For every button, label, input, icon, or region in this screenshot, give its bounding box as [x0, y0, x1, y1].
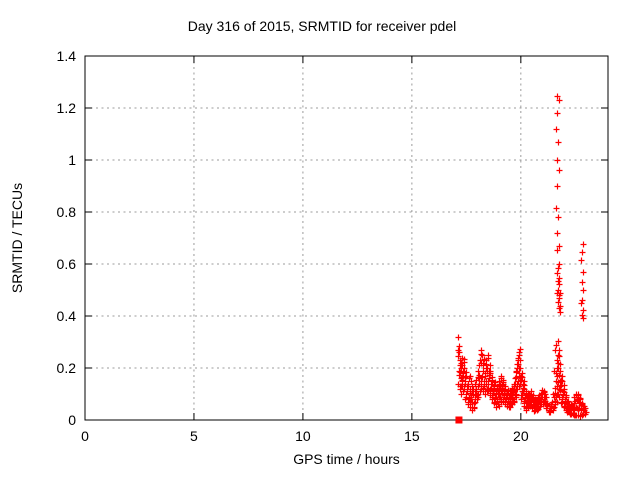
- y-tick-label: 0.4: [57, 308, 77, 324]
- tick-marks: [84, 55, 608, 421]
- scatter-points: [455, 93, 590, 424]
- y-tick-label: 1.4: [57, 48, 77, 64]
- y-tick-label: 1: [68, 152, 76, 168]
- plot-border: [84, 55, 609, 421]
- x-tick-label: 10: [295, 428, 311, 444]
- y-tick-label: 1.2: [57, 100, 77, 116]
- tick-labels: 0 5 10 15 20 0 0.2 0.4 0.6 0.8 1 1.2 1.4: [57, 48, 529, 444]
- y-tick-label: 0.6: [57, 256, 77, 272]
- data-point-markers: [455, 93, 590, 420]
- x-tick-label: 15: [404, 428, 420, 444]
- x-tick-label: 20: [513, 428, 529, 444]
- zero-value-marker: [455, 416, 463, 424]
- y-tick-label: 0: [68, 412, 76, 428]
- x-tick-label: 5: [190, 428, 198, 444]
- x-axis-label: GPS time / hours: [293, 451, 400, 467]
- x-tick-label: 0: [81, 428, 89, 444]
- y-axis-label: SRMTID / TECUs: [9, 183, 25, 293]
- y-tick-label: 0.8: [57, 204, 77, 220]
- y-tick-label: 0.2: [57, 360, 77, 376]
- chart-title: Day 316 of 2015, SRMTID for receiver pde…: [188, 18, 456, 34]
